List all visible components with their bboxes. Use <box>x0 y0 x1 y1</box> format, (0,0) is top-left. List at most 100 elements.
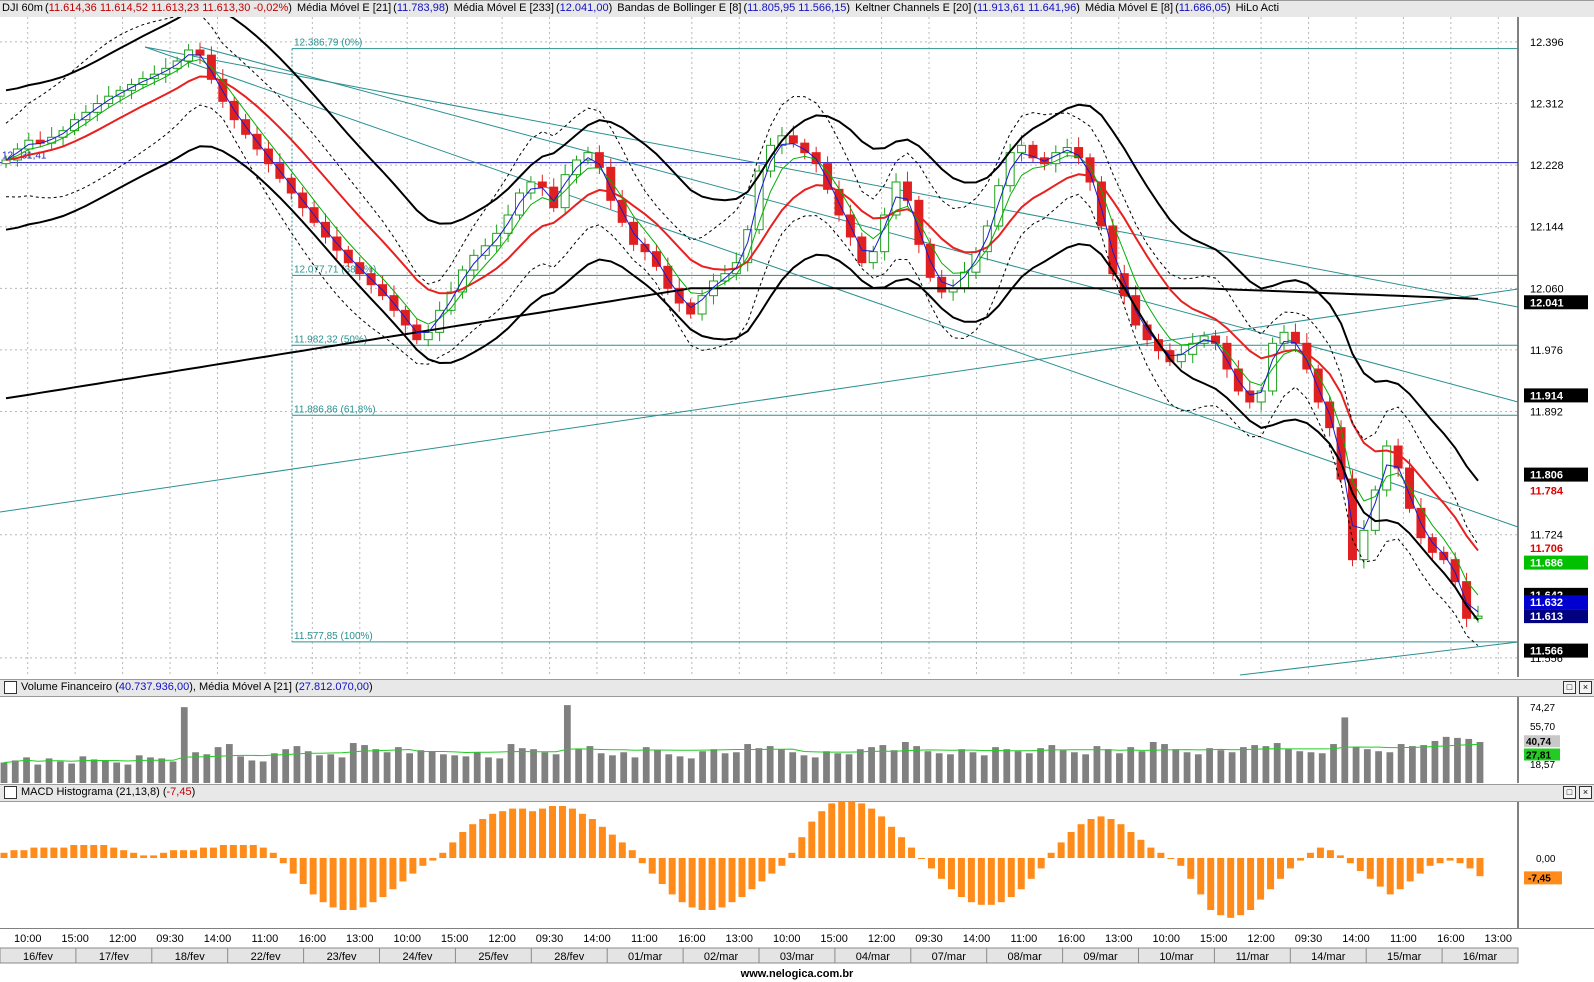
close-volume-button[interactable]: × <box>1579 681 1592 694</box>
volume-bar <box>214 747 222 783</box>
volume-bar <box>147 757 154 783</box>
candle-body <box>195 49 205 56</box>
volume-bar <box>428 751 436 783</box>
macd-histogram-bar <box>1306 852 1314 858</box>
volume-bar <box>1296 751 1304 783</box>
candle-body <box>1222 342 1232 370</box>
macd-histogram-bar <box>130 852 138 858</box>
volume-bar <box>935 753 943 783</box>
maximize-macd-button[interactable]: □ <box>1563 786 1576 799</box>
volume-bar <box>1352 747 1360 783</box>
collapse-volume-button[interactable] <box>4 681 17 694</box>
candle-body <box>1347 478 1357 561</box>
volume-bar <box>1476 742 1484 783</box>
time-axis-label: 15:00 <box>61 933 89 945</box>
time-axis-label: 12:00 <box>1247 933 1275 945</box>
macd-histogram-bar <box>638 858 646 864</box>
price-axis-tick: 11.892 <box>1530 407 1563 419</box>
macd-histogram-bar <box>1296 858 1304 861</box>
volume-bar <box>620 752 628 783</box>
macd-badge: -7,45 <box>1528 873 1551 884</box>
price-chart[interactable]: 12.396 12.312 12.228 12.144 12.060 11.976 11.8… <box>0 17 1594 677</box>
indicator-bollinger-value: 11.805,95 11.566,15 <box>747 2 847 14</box>
candle-body <box>435 309 445 333</box>
volume-bar <box>56 761 64 783</box>
trend-line <box>0 288 1519 513</box>
macd-histogram-bar <box>549 806 557 858</box>
volume-bar <box>79 756 87 783</box>
volume-bar <box>440 754 447 783</box>
macd-histogram-bar <box>858 803 866 858</box>
macd-histogram-bar <box>1037 858 1045 869</box>
macd-histogram-bar <box>838 802 846 858</box>
candle-body <box>1245 390 1255 403</box>
volume-axis-tick: 18,57 <box>1530 760 1555 771</box>
bollinger-lower-line <box>5 104 1479 646</box>
macd-histogram-bar <box>90 845 98 858</box>
candle-body <box>902 181 912 201</box>
volume-bar <box>135 755 143 783</box>
date-axis-label: 11/mar <box>1236 951 1270 963</box>
volume-bar <box>361 745 368 783</box>
ticker-label: DJI 60m <box>2 2 43 14</box>
volume-bar <box>34 764 42 783</box>
macd-histogram-bar <box>20 850 28 858</box>
fibonacci-level-label: 11.577,85 (100%) <box>294 631 373 642</box>
time-axis-label: 15:00 <box>1200 933 1228 945</box>
macd-histogram-bar <box>359 858 367 908</box>
close-macd-button[interactable]: × <box>1579 786 1592 799</box>
time-axis-label: 13:00 <box>346 933 374 945</box>
volume-bar <box>271 753 278 783</box>
macd-histogram-bar <box>439 852 447 858</box>
macd-histogram-bar <box>1376 858 1384 887</box>
macd-chart[interactable]: 0,00 -7,45 <box>0 802 1594 928</box>
volume-bar <box>789 752 797 783</box>
maximize-volume-button[interactable]: □ <box>1563 681 1576 694</box>
volume-bar <box>372 749 380 783</box>
volume-bar <box>1262 746 1270 783</box>
candle-body <box>1096 181 1106 227</box>
macd-histogram-bar <box>1117 824 1125 858</box>
volume-bar <box>45 758 53 783</box>
volume-bar <box>732 752 740 783</box>
price-axis-tick: 11.724 <box>1530 530 1563 542</box>
ohlc-open: 11.614,36 <box>48 2 97 14</box>
volume-bar <box>1149 742 1157 783</box>
trend-line <box>1239 641 1519 676</box>
volume-chart[interactable]: 74,27 55,70 18,57 40,74 27,81 <box>0 697 1594 783</box>
time-axis-label: 11:00 <box>252 933 279 945</box>
indicator-hilo-label: HiLo Acti <box>1235 2 1280 14</box>
macd-histogram-bar <box>1436 858 1444 864</box>
macd-histogram-bar <box>1247 858 1255 910</box>
date-axis-label: 10/mar <box>1159 951 1194 963</box>
macd-histogram-bar <box>389 858 397 890</box>
volume-bar <box>856 749 864 783</box>
collapse-macd-button[interactable] <box>4 786 17 799</box>
time-axis-label: 11:00 <box>631 933 658 945</box>
volume-bar <box>597 753 605 783</box>
volume-bar <box>1048 745 1056 783</box>
candle-body <box>1211 335 1221 344</box>
time-axis-label: 14:00 <box>204 933 232 945</box>
volume-bar <box>947 754 954 783</box>
volume-bar <box>1431 740 1439 783</box>
volume-bar <box>642 747 650 783</box>
candle-body <box>1382 445 1392 491</box>
candle-body <box>1370 489 1380 531</box>
volume-bar <box>316 755 323 783</box>
volume-bar <box>417 750 425 783</box>
macd-histogram-bar <box>529 811 537 858</box>
time-axis-label: 09:30 <box>536 933 564 945</box>
macd-histogram-bar <box>558 806 566 858</box>
macd-histogram-bar <box>937 858 945 879</box>
macd-histogram-bar <box>1336 855 1344 858</box>
date-axis-label: 18/fev <box>175 951 205 963</box>
macd-histogram-bar <box>1217 858 1225 916</box>
price-axis-tick: 12.396 <box>1530 37 1564 49</box>
volume-bar <box>530 749 537 783</box>
macd-histogram-bar <box>1287 858 1295 869</box>
volume-bar <box>1127 747 1135 783</box>
footer-website: www.nelogica.com.br <box>0 966 1594 982</box>
volume-bar <box>1071 752 1078 783</box>
volume-bar <box>23 757 30 783</box>
